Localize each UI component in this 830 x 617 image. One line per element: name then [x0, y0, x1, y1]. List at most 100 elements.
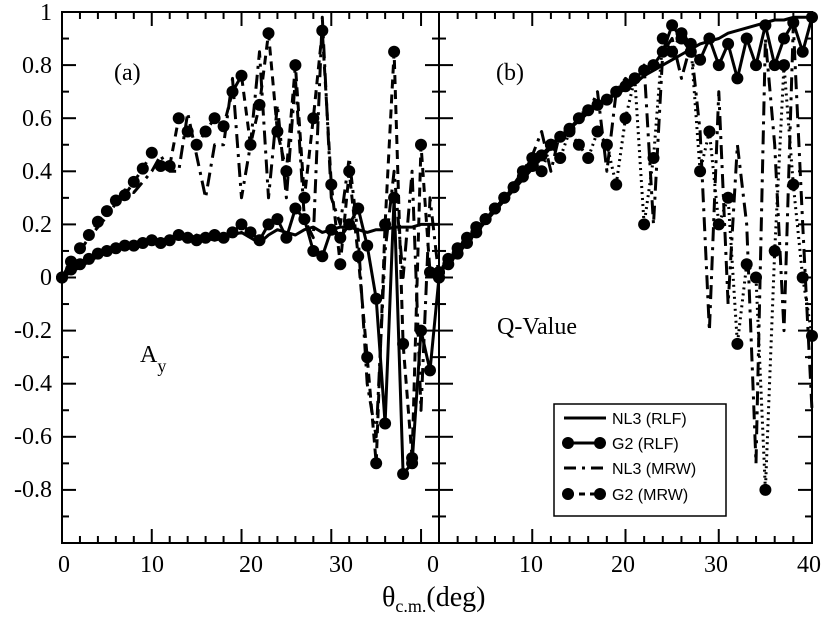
- y-tick-label: 0.2: [22, 212, 52, 238]
- data-point-g2-mrw: [145, 146, 158, 159]
- data-point-g2-rlf: [397, 468, 410, 480]
- data-point-g2-mrw: [507, 181, 520, 194]
- data-point-g2-mrw: [451, 242, 464, 255]
- x-tick-label: 20: [611, 552, 635, 578]
- data-point-g2-mrw: [554, 152, 567, 164]
- data-point-g2-rlf: [235, 218, 248, 231]
- data-point-g2-rlf: [127, 239, 140, 252]
- data-point-g2-rlf: [787, 16, 800, 29]
- x-axis-title-symbol: θ: [382, 582, 395, 613]
- data-point-g2-mrw: [563, 125, 576, 138]
- data-point-g2-rlf: [91, 247, 104, 260]
- legend-label: NL3 (MRW): [612, 461, 696, 478]
- data-point-g2-mrw: [226, 85, 239, 98]
- data-point-g2-mrw: [666, 45, 679, 58]
- data-point-g2-rlf: [280, 231, 293, 244]
- data-point-g2-rlf: [796, 45, 809, 58]
- data-point-g2-mrw: [118, 189, 131, 202]
- data-point-g2-mrw: [316, 24, 329, 37]
- data-point-g2-mrw: [722, 191, 735, 204]
- data-point-g2-rlf: [217, 231, 230, 244]
- data-point-g2-rlf: [163, 234, 176, 247]
- qvalue-label: Q-Value: [497, 314, 577, 340]
- data-point-g2-rlf: [226, 226, 239, 239]
- data-point-g2-mrw: [628, 72, 641, 85]
- data-point-g2-rlf: [712, 59, 725, 72]
- data-point-g2-mrw: [262, 27, 275, 40]
- data-point-g2-mrw: [479, 213, 492, 226]
- legend: NL3 (RLF) G2 (RLF) NL3 (MRW) G2 (MRW): [553, 403, 727, 517]
- data-point-g2-rlf: [82, 252, 95, 265]
- data-point-g2-rlf: [759, 19, 772, 32]
- data-point-g2-rlf: [647, 59, 660, 72]
- data-point-g2-mrw: [379, 218, 392, 231]
- data-point-g2-mrw: [488, 202, 501, 215]
- data-point-g2-rlf: [424, 364, 436, 377]
- y-tick-label: 0.4: [22, 159, 52, 185]
- data-point-g2-mrw: [415, 138, 427, 151]
- data-point-g2-mrw: [516, 165, 529, 178]
- panel-b-label: (b): [496, 60, 524, 86]
- axis-ticks: [61, 11, 813, 544]
- y-tick-label: -0.8: [14, 477, 52, 503]
- data-point-g2-rlf: [190, 234, 203, 247]
- data-point-g2-mrw: [199, 125, 212, 138]
- data-point-g2-rlf: [253, 234, 266, 247]
- data-point-g2-rlf: [722, 37, 735, 50]
- data-point-g2-mrw: [731, 337, 744, 350]
- data-point-g2-mrw: [343, 165, 356, 178]
- y-tick-labels: 1 0.8 0.6 0.4 0.2 0 -0.2 -0.4 -0.6 -0.8: [14, 0, 52, 503]
- data-point-g2-mrw: [244, 138, 257, 151]
- data-point-g2-rlf: [778, 32, 790, 45]
- data-point-g2-rlf: [656, 45, 669, 58]
- data-point-g2-mrw: [647, 152, 660, 164]
- data-point-g2-mrw: [280, 165, 293, 178]
- data-point-g2-rlf: [768, 59, 781, 72]
- data-point-g2-mrw: [526, 152, 539, 164]
- data-point-g2-rlf: [370, 292, 383, 305]
- y-tick-label: 0.6: [22, 106, 52, 132]
- data-point-g2-mrw: [181, 125, 194, 138]
- data-point-g2-mrw: [619, 112, 632, 125]
- data-point-g2-rlf: [307, 245, 320, 257]
- y-tick-label: -0.6: [14, 424, 52, 450]
- ay-label-main: A: [140, 342, 158, 368]
- data-point-g2-mrw: [712, 218, 725, 231]
- legend-marker: [562, 437, 574, 449]
- data-point-g2-mrw: [740, 258, 753, 271]
- data-point-g2-rlf: [379, 417, 392, 430]
- ay-label: Ay: [140, 342, 166, 376]
- data-point-g2-rlf: [262, 218, 275, 231]
- data-point-g2-rlf: [199, 231, 212, 244]
- data-point-g2-rlf: [750, 59, 762, 72]
- x-axis-title-sub: c.m.: [395, 596, 426, 616]
- panel-b-series: [433, 11, 818, 496]
- legend-label: NL3 (RLF): [612, 411, 687, 428]
- data-point-g2-mrw: [307, 112, 320, 125]
- data-point-g2-mrw: [768, 245, 781, 257]
- data-point-g2-mrw: [442, 252, 455, 265]
- data-point-g2-mrw: [582, 152, 595, 164]
- data-point-g2-mrw: [352, 250, 365, 263]
- y-tick-label: 0.8: [22, 53, 52, 79]
- data-point-g2-rlf: [172, 229, 185, 241]
- data-point-g2-mrw: [600, 138, 613, 151]
- data-point-g2-rlf: [535, 149, 548, 162]
- data-point-g2-mrw: [91, 215, 104, 228]
- data-point-g2-mrw: [235, 69, 248, 82]
- data-point-g2-mrw: [74, 242, 86, 255]
- data-point-g2-rlf: [325, 223, 338, 236]
- data-point-g2-mrw: [100, 205, 113, 218]
- x-tick-label: 10: [519, 552, 543, 578]
- data-point-g2-mrw: [461, 231, 473, 244]
- data-point-g2-rlf: [619, 80, 632, 93]
- y-tick-label: -0.2: [14, 318, 52, 344]
- panel-a-label: (a): [114, 60, 141, 86]
- data-point-g2-mrw: [298, 191, 311, 204]
- data-point-g2-mrw: [656, 32, 669, 45]
- data-point-g2-rlf: [244, 226, 257, 239]
- data-point-g2-mrw: [694, 165, 707, 178]
- data-point-g2-rlf: [694, 53, 707, 66]
- data-point-g2-mrw: [703, 125, 716, 138]
